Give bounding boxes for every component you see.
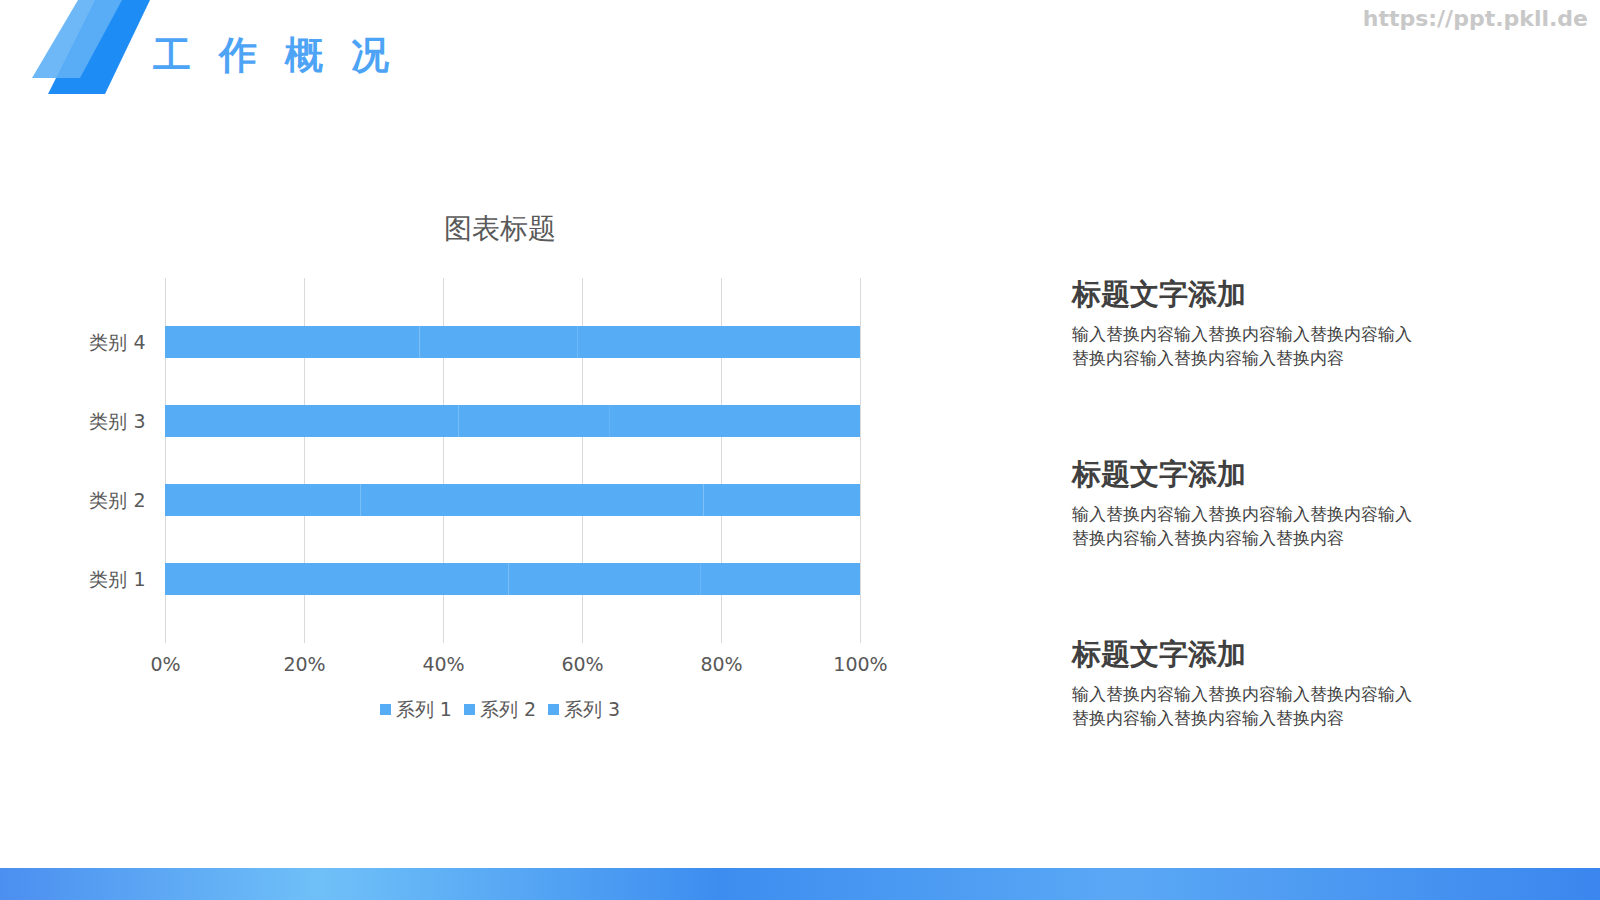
html-text:工作概况: 工作概况	[153, 33, 417, 77]
html-text:标题文字添加: 标题文字添加	[1072, 457, 1246, 491]
html-text:标题文字添加: 标题文字添加	[1072, 637, 1246, 671]
html-text:系列 1: 系列 1	[395, 698, 452, 720]
html-text:系列 2: 系列 2	[479, 698, 537, 720]
html-text:输入替换内容输入替换内容输入替换内容输入替换内容输入替换内容: 输入替换内容输入替换内容输入替换内容输入替换内容输入替换内容输入替换内容	[1072, 685, 1412, 728]
svg-text:类别 4: 类别 4	[89, 331, 145, 353]
svg-text:60%: 60%	[561, 653, 603, 675]
svg-text:类别 1: 类别 1	[89, 568, 145, 590]
html-text:输入替换内容输入替换内容输入替换内容输入替换内容输入替换内容: 输入替换内容输入替换内容输入替换内容输入替换内容输入替换内容输入替换内容	[1072, 325, 1412, 368]
html-text:标题文字添加: 标题文字添加	[1072, 277, 1246, 311]
svg-text:100%: 100%	[833, 653, 887, 675]
svg-text:40%: 40%	[422, 653, 464, 675]
html-text:输入替换内容输入替换内容输入替换内容输入替换内容输入替换内容: 输入替换内容输入替换内容输入替换内容输入替换内容输入替换内容输入替换内容	[1072, 505, 1412, 548]
svg-text:类别 3: 类别 3	[89, 410, 145, 432]
svg-text:类别 2: 类别 2	[89, 489, 145, 511]
svg-text:80%: 80%	[700, 653, 742, 675]
html-text:图表标题: 图表标题	[444, 212, 556, 245]
svg-text:0%: 0%	[150, 653, 180, 675]
html-text:系列 3: 系列 3	[564, 698, 621, 720]
html-text:https://ppt.pkll.de: https://ppt.pkll.de	[1362, 6, 1588, 31]
svg-text:20%: 20%	[283, 653, 325, 675]
